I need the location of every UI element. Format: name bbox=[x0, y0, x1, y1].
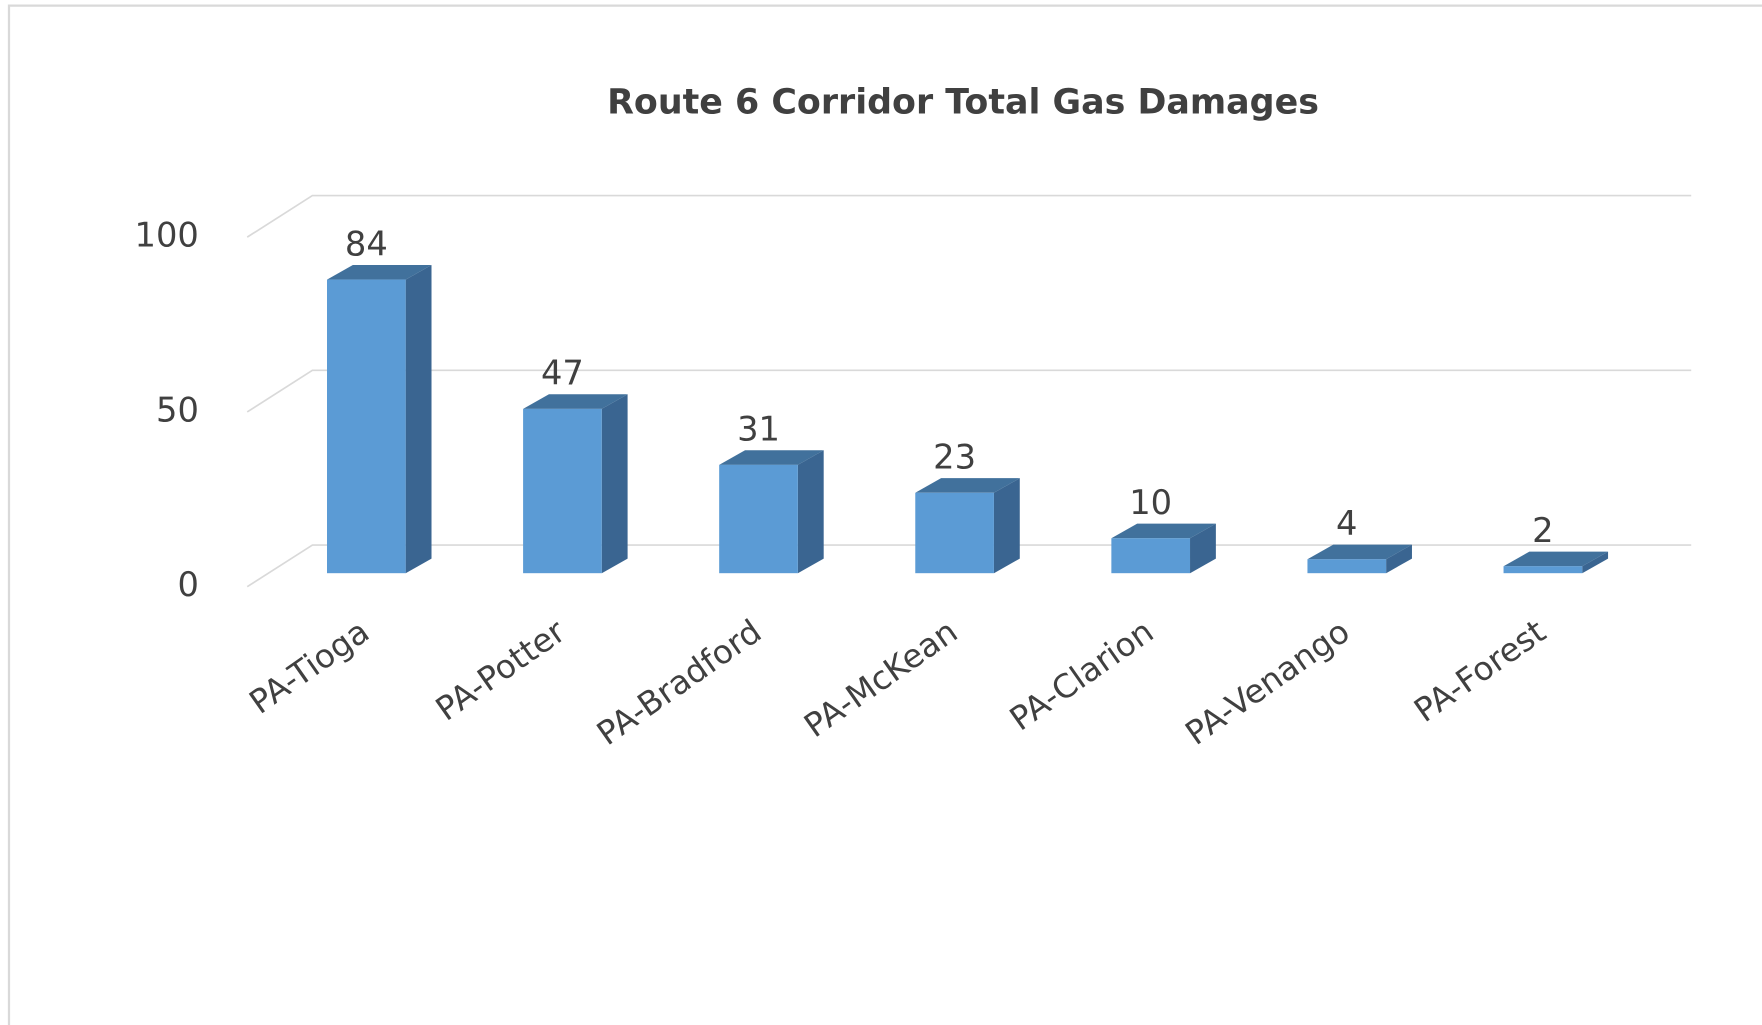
x-tick-label: PA-Clarion bbox=[1003, 612, 1161, 738]
bar-front bbox=[1111, 538, 1191, 574]
bar-top bbox=[327, 264, 432, 280]
x-tick-label: PA-Forest bbox=[1407, 612, 1552, 730]
x-tick-label: PA-Venango bbox=[1179, 612, 1357, 752]
bar bbox=[1503, 551, 1609, 574]
bar-front bbox=[915, 492, 994, 574]
x-tick-label: PA-Bradford bbox=[590, 612, 768, 753]
x-tick-label: PA-Potter bbox=[429, 612, 573, 729]
bar-top bbox=[719, 450, 824, 465]
value-label: 10 bbox=[1129, 483, 1172, 522]
chart-frame bbox=[7, 4, 1762, 1025]
chart-title: Route 6 Corridor Total Gas Damages bbox=[607, 82, 1319, 122]
bar bbox=[719, 450, 824, 574]
bar-front bbox=[327, 279, 406, 574]
bar-side bbox=[797, 450, 824, 574]
bar-front bbox=[719, 464, 798, 574]
bar bbox=[327, 264, 432, 574]
bar-top bbox=[1307, 544, 1412, 560]
bar-side bbox=[993, 478, 1020, 574]
bar-side bbox=[601, 394, 628, 574]
x-tick-label: PA-McKean bbox=[797, 612, 964, 745]
bar-side bbox=[405, 264, 432, 574]
bar-side bbox=[1582, 551, 1609, 574]
y-tick-label: 50 bbox=[156, 390, 199, 429]
y-tick-label: 0 bbox=[177, 565, 198, 604]
bar-front bbox=[1307, 559, 1387, 574]
bar-side bbox=[1190, 523, 1216, 574]
bar-top bbox=[1503, 551, 1609, 567]
value-label: 4 bbox=[1336, 504, 1357, 543]
bar-top bbox=[1111, 523, 1216, 539]
bar-side bbox=[1386, 544, 1412, 574]
value-label: 84 bbox=[345, 224, 388, 263]
bar-top bbox=[523, 394, 628, 409]
grid-line bbox=[246, 194, 1692, 238]
bar bbox=[915, 478, 1020, 574]
grid-line bbox=[246, 544, 1692, 588]
bar-front bbox=[1503, 566, 1583, 574]
value-label: 23 bbox=[933, 438, 976, 477]
bar bbox=[1111, 523, 1216, 574]
grid-line bbox=[246, 369, 1692, 413]
y-tick-label: 100 bbox=[135, 216, 199, 255]
value-label: 47 bbox=[541, 354, 584, 393]
bar bbox=[523, 394, 628, 574]
bar-front bbox=[523, 408, 602, 574]
bar bbox=[1307, 544, 1412, 574]
value-label: 2 bbox=[1532, 511, 1553, 550]
bar-top bbox=[915, 478, 1020, 493]
x-tick-label: PA-Tioga bbox=[243, 612, 377, 721]
value-label: 31 bbox=[737, 410, 780, 449]
